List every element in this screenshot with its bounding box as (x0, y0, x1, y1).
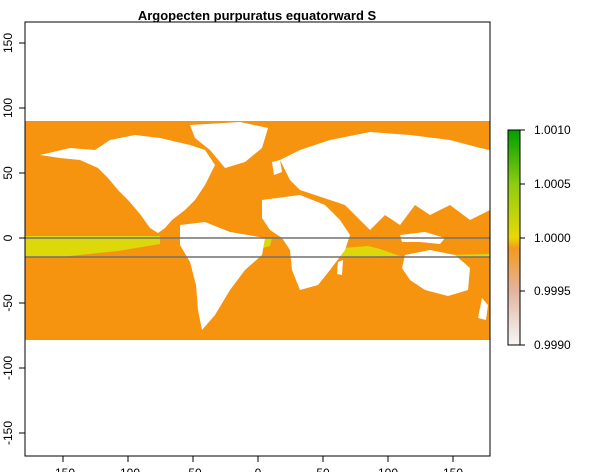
legend-label: 1.0005 (534, 177, 571, 191)
y-axis: 150 100 50 0 -50 -100 -150 (1, 33, 25, 445)
legend-label: 1.0010 (534, 123, 571, 137)
x-tick-label: -50 (184, 466, 202, 472)
y-tick-label: -100 (1, 356, 15, 380)
japan (445, 180, 458, 200)
legend-label: 0.9995 (534, 284, 571, 298)
legend-gradient (507, 129, 521, 346)
australia (402, 250, 470, 296)
x-tick-label: -150 (51, 466, 75, 472)
plot-area (25, 121, 490, 340)
africa (262, 195, 350, 290)
north-america (40, 135, 215, 233)
x-tick-label: 50 (316, 466, 330, 472)
y-tick-label: -50 (1, 294, 15, 312)
y-tick-label: 100 (1, 98, 15, 118)
x-tick-label: 150 (443, 466, 463, 472)
x-tick-label: -100 (116, 466, 140, 472)
legend-colorbar: 1.0010 1.0005 1.0000 0.9995 0.9990 (507, 123, 571, 352)
y-tick-label: -150 (1, 421, 15, 445)
x-axis: -150 -100 -50 0 50 100 150 (51, 456, 463, 472)
greenland (190, 122, 268, 168)
x-tick-label: 100 (378, 466, 398, 472)
madagascar (337, 260, 343, 275)
y-tick-label: 150 (1, 33, 15, 53)
south-america (180, 222, 265, 330)
eurasia (280, 132, 490, 230)
map-title: Argopecten purpuratus equatorward S (138, 8, 377, 23)
new-zealand (478, 298, 488, 320)
x-tick-label: 0 (255, 466, 262, 472)
legend-label: 1.0000 (534, 231, 571, 245)
y-tick-label: 50 (1, 166, 15, 180)
legend-label: 0.9990 (534, 338, 571, 352)
y-tick-label: 0 (1, 234, 15, 241)
land-masses (40, 122, 490, 330)
british-isles (272, 160, 282, 175)
